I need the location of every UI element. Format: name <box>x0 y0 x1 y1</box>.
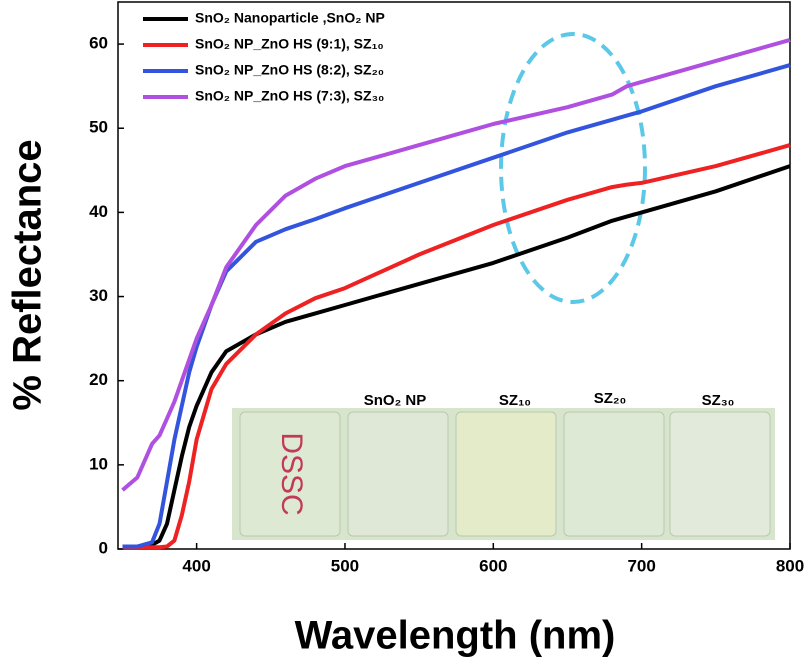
slide <box>669 411 771 537</box>
legend-label: SnO₂ NP_ZnO HS (7:3), SZ₃₀ <box>195 88 384 104</box>
y-tick-label: 60 <box>89 34 108 53</box>
line-series <box>121 37 791 492</box>
slide <box>347 411 449 537</box>
x-tick-label: 400 <box>182 556 210 575</box>
legend-label: SnO₂ Nanoparticle ,SnO₂ NP <box>195 10 385 26</box>
x-tick-label: 500 <box>331 556 359 575</box>
x-tick-label: 600 <box>479 556 507 575</box>
inset-label: SnO₂ NP <box>364 392 427 409</box>
y-tick-label: 40 <box>89 202 108 221</box>
line-series <box>122 143 791 550</box>
x-tick-label: 800 <box>776 556 804 575</box>
slide <box>563 411 665 537</box>
y-tick-label: 10 <box>89 454 108 473</box>
handwriting: DSSC <box>275 432 308 515</box>
slide <box>239 411 341 537</box>
y-tick-label: 50 <box>89 118 108 137</box>
legend-label: SnO₂ NP_ZnO HS (8:2), SZ₂₀ <box>195 62 384 78</box>
inset-label: SZ₁₀ <box>499 392 531 409</box>
x-axis-label: Wavelength (nm) <box>295 614 616 658</box>
y-axis-label: % Reflectance <box>6 139 50 410</box>
inset-label: SZ₂₀ <box>594 390 627 407</box>
inset-label: SZ₃₀ <box>702 392 735 409</box>
y-tick-label: 0 <box>99 538 108 557</box>
highlight-ellipse <box>499 32 647 304</box>
y-tick-label: 30 <box>89 286 108 305</box>
x-tick-label: 700 <box>627 556 655 575</box>
plot-frame <box>117 1 791 550</box>
legend-label: SnO₂ NP_ZnO HS (9:1), SZ₁₀ <box>195 36 384 52</box>
line-series <box>122 63 791 549</box>
y-tick-label: 20 <box>89 370 108 389</box>
slide <box>455 411 557 537</box>
inset-photo: DSSC SnO₂ NP SZ₁₀ SZ₂₀ SZ₃₀ <box>232 390 775 540</box>
